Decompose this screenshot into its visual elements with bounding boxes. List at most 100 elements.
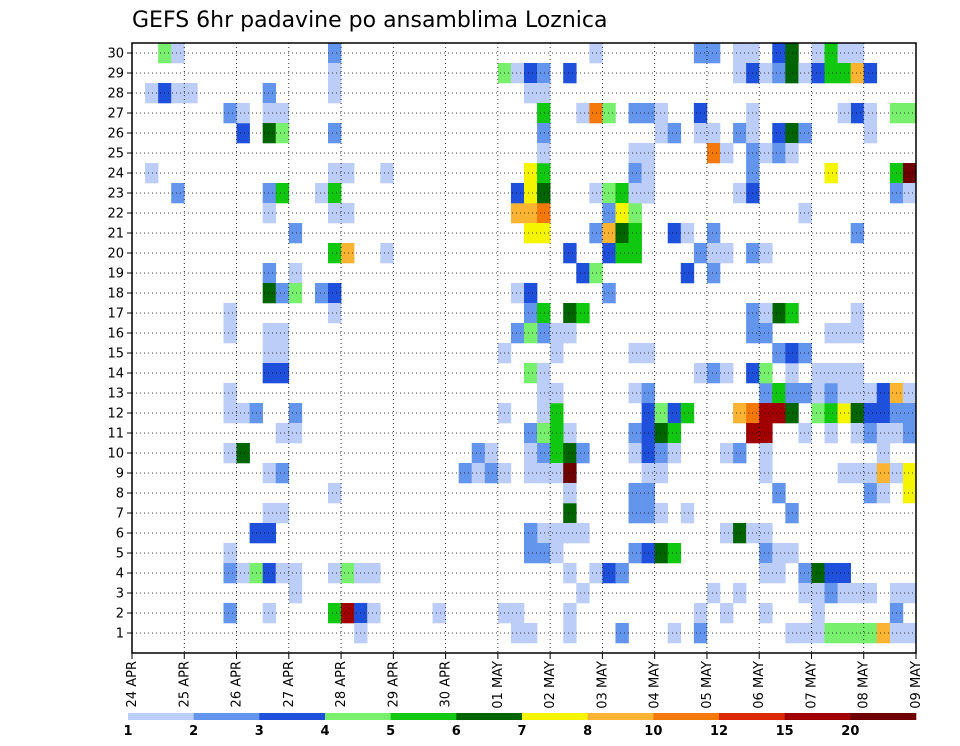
y-tick-label: 20	[107, 247, 124, 262]
heatmap-cell	[276, 123, 289, 143]
heatmap-cell	[223, 303, 236, 323]
y-tick-label: 14	[107, 367, 124, 382]
heatmap-cell	[629, 103, 642, 123]
heatmap-cell	[811, 363, 824, 383]
heatmap-cell	[223, 323, 236, 343]
heatmap-cell	[615, 623, 628, 643]
legend-threshold-label: 1	[123, 724, 132, 739]
heatmap-cell	[328, 83, 341, 103]
heatmap-cell	[171, 83, 184, 103]
heatmap-cell	[615, 563, 628, 583]
heatmap-cell	[629, 203, 642, 223]
heatmap-cell	[563, 423, 576, 443]
legend-threshold-label: 2	[189, 724, 198, 739]
y-tick-label: 26	[107, 127, 124, 142]
y-tick-label: 21	[107, 227, 124, 242]
x-tick-label: 27 APR	[282, 661, 297, 707]
legend-color-swatch	[259, 713, 325, 720]
heatmap-cell	[524, 623, 537, 643]
x-tick-label: 24 APR	[125, 661, 140, 707]
x-tick-label: 29 APR	[386, 661, 401, 707]
heatmap-cell	[524, 83, 537, 103]
heatmap-cell	[629, 543, 642, 563]
heatmap-cell	[276, 423, 289, 443]
heatmap-cell	[237, 563, 250, 583]
legend-threshold-label: 3	[255, 724, 264, 739]
heatmap-cell	[328, 483, 341, 503]
y-tick-label: 25	[107, 147, 124, 162]
y-tick-label: 12	[107, 407, 124, 422]
heatmap-cell	[811, 63, 824, 83]
y-tick-label: 6	[116, 527, 124, 542]
heatmap-cell	[524, 163, 537, 183]
heatmap-cell	[864, 63, 877, 83]
y-tick-label: 4	[116, 567, 124, 582]
legend-threshold-label: 10	[644, 724, 662, 739]
heatmap-cell	[772, 63, 785, 83]
heatmap-cell	[328, 63, 341, 83]
heatmap-cell	[759, 403, 772, 423]
heatmap-cell	[563, 523, 576, 543]
heatmap-cell	[524, 63, 537, 83]
heatmap-cell	[380, 163, 393, 183]
heatmap-cell	[472, 443, 485, 463]
heatmap-cell	[563, 243, 576, 263]
heatmap-cell	[563, 483, 576, 503]
heatmap-cell	[772, 123, 785, 143]
heatmap-cell	[864, 623, 877, 643]
heatmap-cell	[576, 303, 589, 323]
heatmap-cell	[811, 623, 824, 643]
heatmap-cell	[759, 243, 772, 263]
heatmap-cell	[380, 243, 393, 263]
heatmap-cell	[825, 363, 838, 383]
y-tick-label: 11	[107, 427, 124, 442]
heatmap-cell	[759, 543, 772, 563]
heatmap-cell	[563, 623, 576, 643]
heatmap-cell	[563, 323, 576, 343]
y-tick-label: 8	[116, 487, 124, 502]
legend-threshold-label: 6	[452, 724, 461, 739]
heatmap-cell	[524, 303, 537, 323]
heatmap-cell	[524, 523, 537, 543]
heatmap-cell	[629, 223, 642, 243]
heatmap-cell	[276, 463, 289, 483]
heatmap-cell	[825, 323, 838, 343]
legend-color-swatch	[391, 713, 457, 720]
legend-color-swatch	[194, 713, 260, 720]
heatmap-cell	[629, 483, 642, 503]
heatmap-cell	[759, 63, 772, 83]
x-tick-label: 08 MAY	[857, 661, 872, 709]
x-tick-label: 03 MAY	[595, 661, 610, 709]
y-tick-label: 3	[116, 587, 124, 602]
heatmap-cell	[825, 423, 838, 443]
heatmap-cell	[759, 523, 772, 543]
legend-color-swatch	[850, 713, 916, 720]
heatmap-cell	[825, 163, 838, 183]
heatmap-cell	[825, 63, 838, 83]
heatmap-cell	[237, 103, 250, 123]
y-tick-label: 9	[116, 467, 124, 482]
heatmap-cell	[563, 443, 576, 463]
heatmap-cell	[864, 123, 877, 143]
heatmap-cell	[811, 563, 824, 583]
heatmap-cell	[759, 463, 772, 483]
y-tick-label: 19	[107, 267, 124, 282]
legend-color-swatch	[785, 713, 851, 720]
heatmap-cell	[563, 463, 576, 483]
heatmap-cell	[171, 43, 184, 63]
heatmap-cell	[367, 603, 380, 623]
heatmap-cell	[433, 603, 446, 623]
heatmap-cell	[720, 143, 733, 163]
heatmap-cell	[524, 463, 537, 483]
heatmap-cell	[524, 543, 537, 563]
heatmap-cell	[668, 543, 681, 563]
heatmap-cell	[864, 103, 877, 123]
heatmap-cell	[524, 223, 537, 243]
heatmap-cell	[524, 443, 537, 463]
heatmap-cell	[563, 303, 576, 323]
heatmap-cell	[223, 543, 236, 563]
x-axis-ticks: 24 APR 25 APR 26 APR 27 APR 28 APR 29 APR 30 A…	[125, 653, 924, 709]
heatmap-cell	[811, 583, 824, 603]
heatmap-cell	[223, 443, 236, 463]
heatmap-cell	[825, 43, 838, 63]
